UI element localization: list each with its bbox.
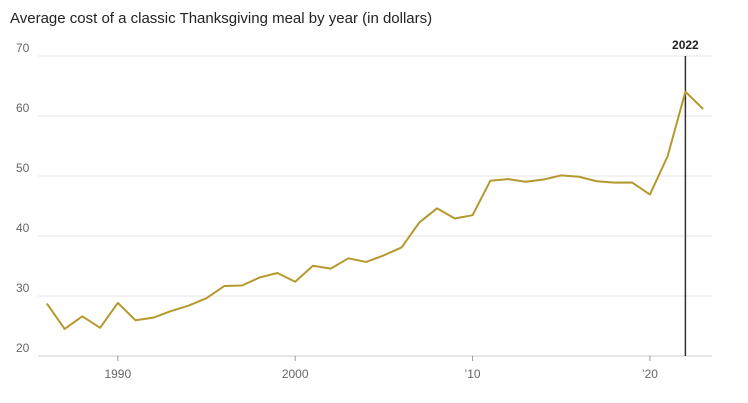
x-tick-label: 1990: [104, 367, 131, 381]
x-tick-label: ’20: [642, 367, 658, 381]
x-tick-label: 2000: [282, 367, 309, 381]
y-tick-label: 70: [16, 41, 30, 55]
annotation-label: 2022: [672, 38, 699, 52]
y-tick-label: 20: [16, 341, 30, 355]
data-line: [46, 90, 704, 330]
y-tick-label: 60: [16, 101, 30, 115]
y-tick-label: 50: [16, 161, 30, 175]
y-tick-label: 40: [16, 221, 30, 235]
x-tick-label: ’10: [465, 367, 481, 381]
chart-title: Average cost of a classic Thanksgiving m…: [10, 10, 432, 27]
y-tick-label: 30: [16, 281, 30, 295]
